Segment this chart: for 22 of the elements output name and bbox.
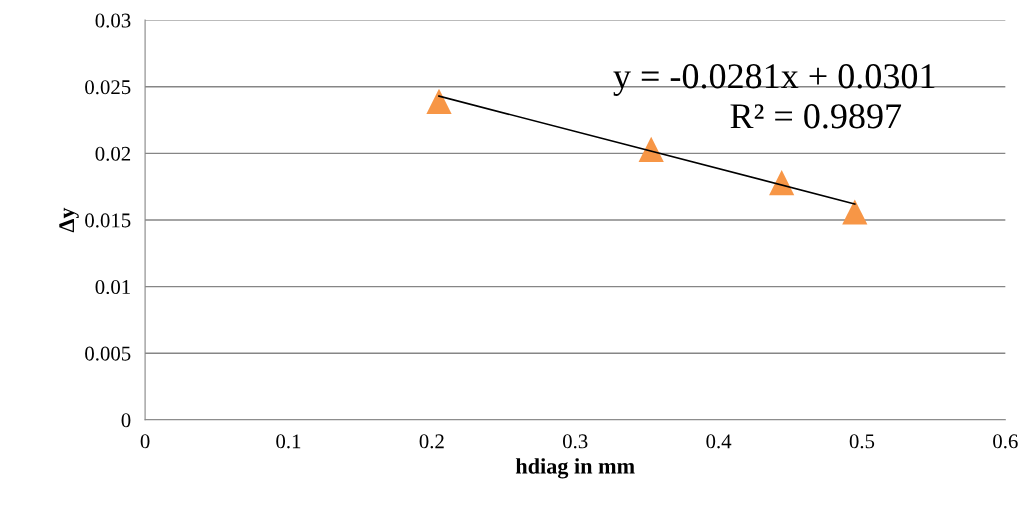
y-tick-label: 0.025	[85, 80, 131, 95]
x-tick-label: 0.2	[419, 434, 444, 449]
y-tick-label: 0.01	[95, 279, 130, 295]
point	[769, 170, 795, 196]
y-tick-label: 0.005	[85, 346, 131, 361]
y-tick-label: 0.03	[95, 13, 131, 28]
y-tick-label: 0.02	[95, 146, 131, 161]
x-tick-label: 0	[140, 434, 150, 449]
y-tick-label: 0.015	[85, 213, 131, 228]
annotation: y = -0.0281x + 0.0301	[613, 64, 935, 96]
x-tick-label: 0.3	[562, 434, 588, 449]
x-tick-label: 0.5	[849, 434, 875, 449]
y-tick-label: 0	[121, 413, 131, 428]
x-tick-label: 0.1	[276, 434, 301, 449]
x-axis-title: hdiag in mm	[515, 458, 635, 479]
x-tick-label: 0.6	[993, 434, 1018, 449]
point	[426, 88, 452, 115]
x-tick-label: 0.4	[706, 434, 732, 449]
annotation: R² = 0.9897	[730, 104, 902, 129]
point	[842, 199, 868, 225]
y-axis-title: Δy	[59, 207, 79, 233]
point	[638, 136, 664, 162]
